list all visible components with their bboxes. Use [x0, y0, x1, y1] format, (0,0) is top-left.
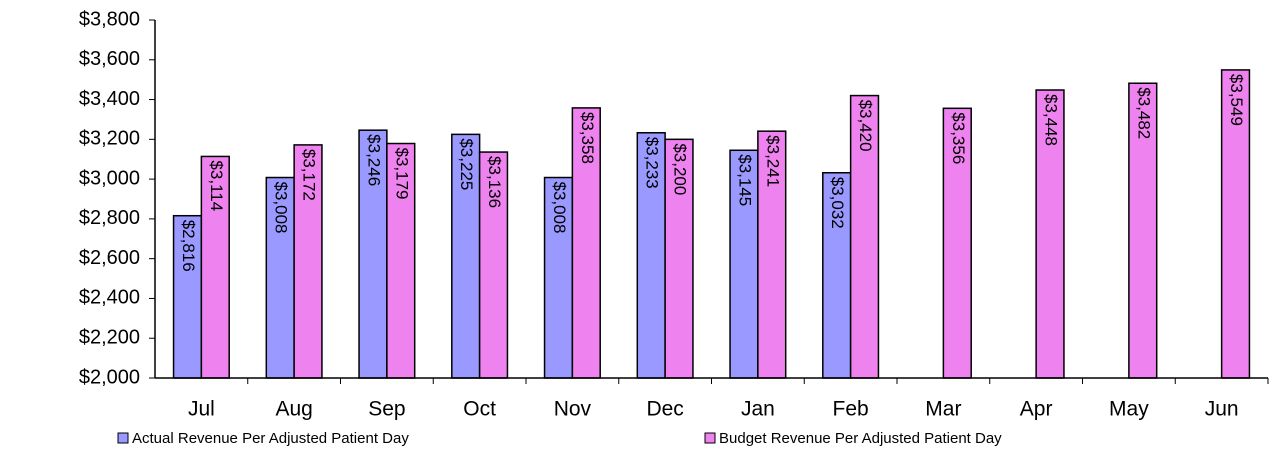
y-tick-label: $3,600: [79, 48, 140, 70]
bar: [200, 155, 230, 379]
y-tick-label: $3,800: [79, 8, 140, 30]
x-tick-label: Feb: [833, 398, 869, 421]
value-label: $3,420: [856, 100, 875, 152]
bar: [757, 130, 787, 379]
x-tick-label: May: [1109, 398, 1149, 421]
bar: [172, 214, 203, 379]
x-tick-label: Jan: [741, 398, 775, 421]
value-label: $3,549: [1227, 74, 1246, 126]
bar: [543, 176, 574, 379]
bar: [822, 171, 852, 379]
value-label: $3,145: [735, 154, 754, 206]
y-tick-label: $3,200: [79, 128, 140, 150]
bar: [942, 107, 972, 379]
bar: [293, 144, 323, 379]
bar: [636, 132, 666, 379]
x-tick-label: Mar: [925, 398, 961, 421]
x-tick-label: Dec: [646, 398, 683, 421]
value-label: $3,032: [828, 177, 847, 229]
x-tick-label: Oct: [463, 398, 496, 421]
x-tick-label: Sep: [368, 398, 405, 421]
value-label: $3,246: [364, 134, 383, 186]
y-tick-label: $3,400: [79, 88, 140, 110]
value-label: $3,008: [550, 182, 569, 234]
value-label: $3,356: [949, 112, 968, 164]
value-label: $3,136: [485, 156, 504, 208]
value-label: $3,358: [578, 112, 597, 164]
bar: [664, 138, 694, 379]
y-tick-label: $2,000: [79, 366, 140, 388]
bar: [451, 133, 481, 379]
bar: [571, 107, 601, 379]
x-tick-label: Aug: [275, 398, 312, 421]
legend-label: Budget Revenue Per Adjusted Patient Day: [719, 430, 1002, 447]
y-tick-label: $2,200: [79, 327, 140, 349]
value-label: $3,008: [272, 182, 291, 234]
value-label: $3,179: [392, 148, 411, 200]
x-tick-label: Jul: [188, 398, 215, 421]
value-label: $3,233: [643, 137, 662, 189]
value-label: $3,114: [207, 160, 226, 211]
value-label: $3,482: [1134, 87, 1153, 139]
bar: [478, 151, 509, 379]
value-label: $3,200: [671, 143, 690, 195]
bar: [849, 94, 880, 379]
legend-swatch: [704, 432, 716, 444]
value-label: $3,172: [300, 149, 319, 201]
y-tick-label: $2,600: [79, 247, 140, 269]
y-tick-label: $2,800: [79, 207, 140, 229]
y-tick-label: $2,400: [79, 287, 140, 309]
legend-label: Actual Revenue Per Adjusted Patient Day: [132, 430, 409, 447]
y-tick-label: $3,000: [79, 167, 140, 189]
value-label: $3,241: [763, 135, 782, 187]
value-label: $3,448: [1042, 94, 1061, 146]
legend-swatch: [117, 432, 129, 444]
x-tick-label: Jun: [1205, 398, 1239, 421]
x-tick-label: Nov: [554, 398, 592, 421]
bar: [358, 129, 388, 379]
x-tick-label: Apr: [1020, 398, 1053, 421]
value-label: $2,816: [179, 220, 198, 272]
value-label: $3,225: [457, 138, 476, 190]
